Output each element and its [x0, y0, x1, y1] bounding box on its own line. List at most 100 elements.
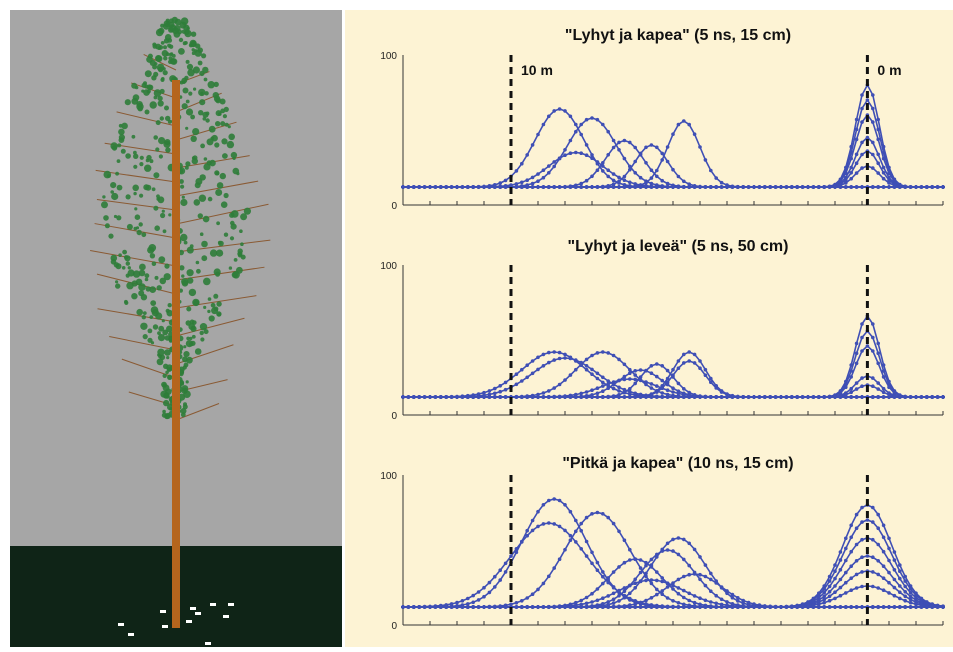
leaf [163, 273, 171, 281]
data-point [649, 364, 654, 368]
data-point [876, 542, 880, 547]
leaf [166, 309, 174, 317]
leaf [220, 201, 228, 208]
leaf [139, 162, 144, 167]
branch [175, 295, 257, 309]
data-point [692, 352, 697, 357]
data-point [687, 395, 691, 399]
data-point [541, 503, 546, 507]
data-point [487, 389, 492, 393]
data-point [757, 395, 762, 399]
data-point [833, 584, 837, 588]
data-point [455, 185, 459, 189]
data-point [881, 395, 886, 399]
data-point [487, 605, 492, 609]
data-point [741, 395, 745, 399]
data-point [422, 395, 427, 399]
data-point [860, 537, 864, 542]
leaf [181, 278, 189, 286]
leaf [137, 106, 143, 112]
leaf [183, 390, 191, 399]
data-point [887, 178, 891, 182]
data-point [471, 605, 475, 609]
data-point [638, 375, 643, 379]
data-point [584, 357, 589, 362]
data-point [671, 537, 675, 542]
data-point [590, 512, 594, 516]
leaf [117, 143, 122, 148]
data-point [574, 129, 578, 134]
data-point [714, 176, 718, 180]
data-point [914, 395, 918, 399]
leaf [149, 253, 156, 259]
data-point [665, 392, 670, 397]
data-point [584, 539, 589, 544]
data-point [887, 385, 891, 390]
data-point [860, 520, 864, 524]
data-point [665, 181, 670, 186]
data-point [660, 185, 664, 189]
data-point [687, 185, 691, 189]
leaf [178, 48, 185, 55]
data-point [876, 381, 880, 385]
leaf [163, 45, 167, 50]
data-point [493, 386, 497, 391]
leaf [154, 275, 159, 280]
data-point [822, 587, 826, 591]
data-point [525, 533, 529, 538]
leaf [164, 412, 171, 420]
ground-marker [190, 607, 196, 610]
leaf [185, 99, 190, 104]
leaf [157, 95, 163, 102]
leaf [153, 172, 160, 179]
data-point [584, 367, 589, 372]
data-point [871, 120, 875, 124]
leaf [184, 165, 189, 170]
leaf [123, 255, 129, 260]
data-point [687, 350, 691, 354]
leaf [187, 277, 194, 284]
data-point [833, 569, 837, 573]
data-point [628, 167, 632, 172]
data-point [547, 164, 551, 168]
data-point [784, 605, 789, 609]
data-point [665, 605, 670, 609]
leaf [143, 89, 150, 96]
leaf [162, 329, 169, 336]
data-point [536, 587, 540, 592]
data-point [547, 114, 551, 119]
data-point [601, 605, 605, 609]
data-point [665, 185, 670, 189]
data-point [930, 185, 934, 189]
data-point [822, 600, 826, 605]
leaf [213, 293, 219, 299]
leaf [205, 111, 210, 116]
data-point [493, 391, 497, 396]
leaf [189, 336, 193, 341]
data-point [714, 395, 718, 399]
data-point [676, 536, 681, 540]
data-point [622, 589, 627, 593]
data-point [552, 164, 556, 169]
data-point [547, 389, 551, 393]
data-point [714, 605, 718, 609]
leaf [184, 75, 189, 81]
data-point [671, 549, 675, 553]
leaf [168, 44, 174, 49]
ground-markers [118, 603, 234, 645]
data-point [611, 601, 616, 605]
leaf [163, 140, 171, 148]
leaf [216, 301, 222, 307]
data-point [628, 367, 632, 372]
data-point [590, 395, 594, 399]
leaf [164, 263, 170, 269]
data-point [703, 395, 708, 399]
data-point [687, 605, 691, 609]
leaf [155, 120, 161, 126]
data-point [520, 599, 524, 603]
data-point [433, 605, 438, 609]
data-point [563, 395, 567, 399]
leaf [200, 91, 204, 96]
data-point [854, 572, 859, 577]
data-point [881, 375, 886, 379]
